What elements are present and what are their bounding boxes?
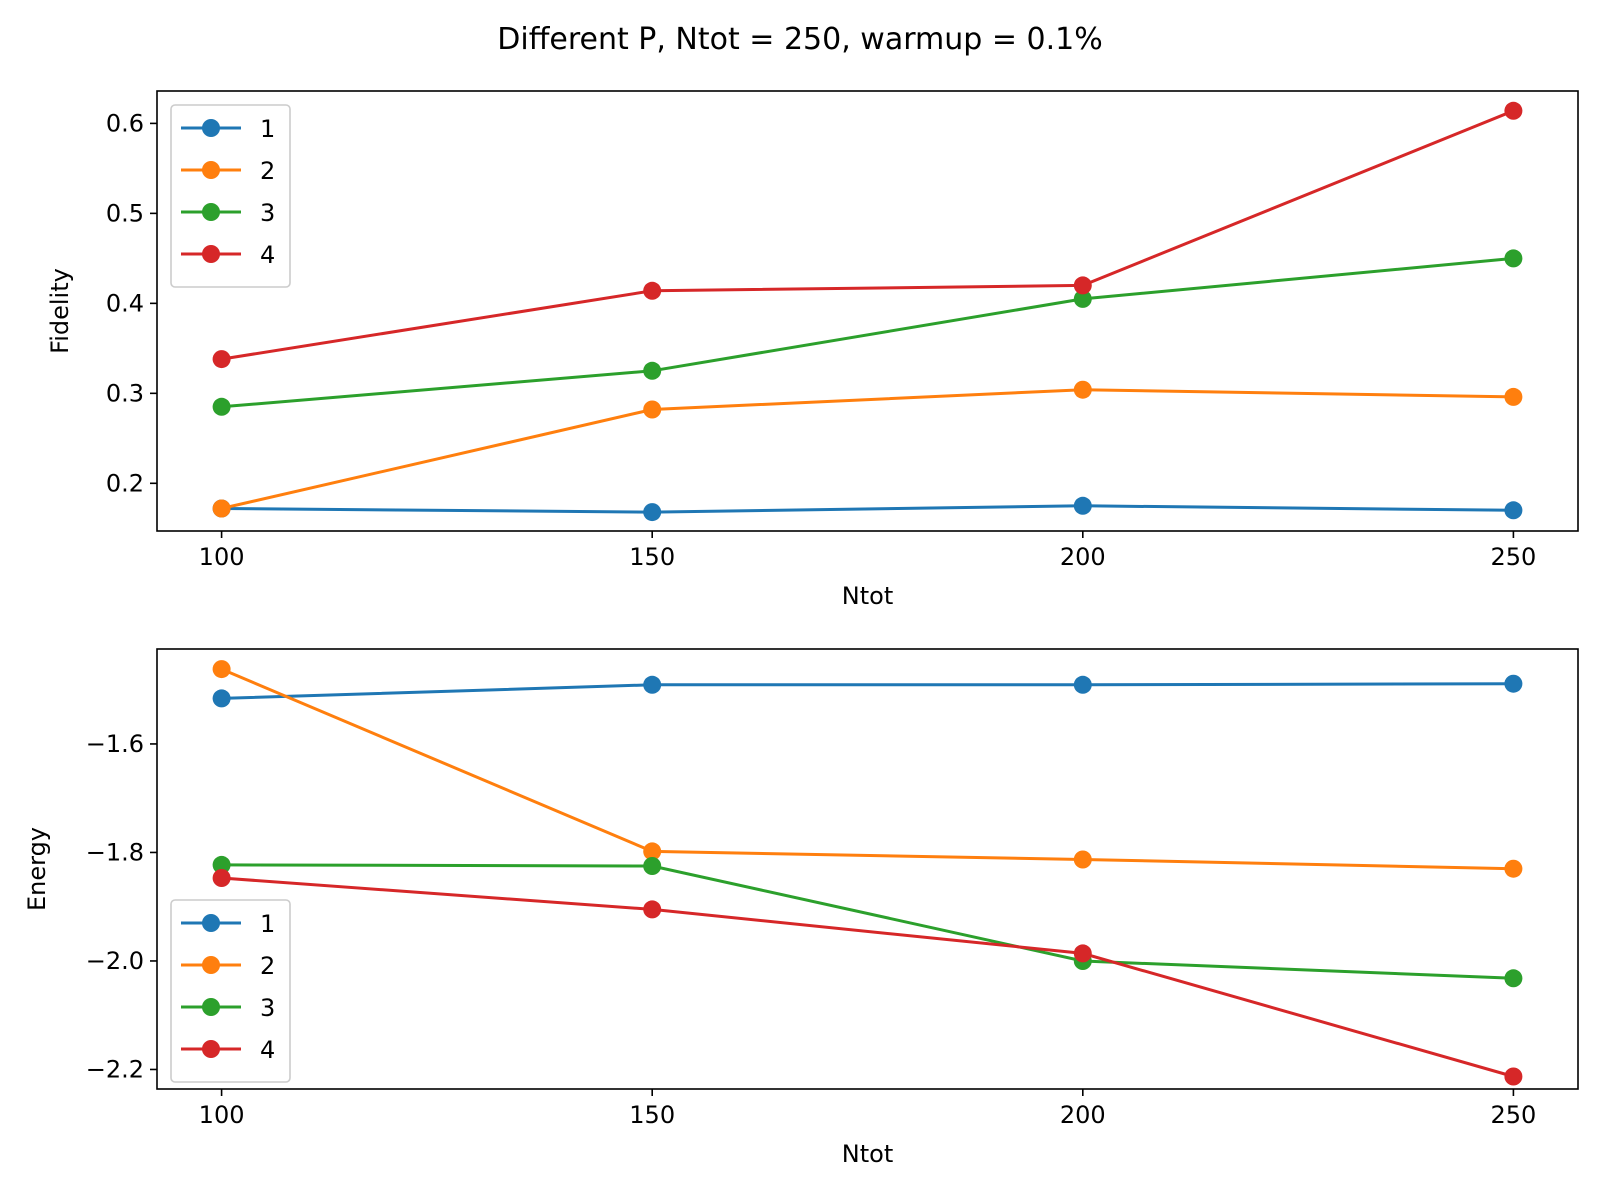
x-tick-label: 200 [1060,1101,1106,1129]
series-1-line [221,504,1514,514]
series-2-point [643,842,662,861]
x-tick-label: 100 [199,1101,245,1129]
legend-marker-4 [202,245,220,263]
legend-marker-1 [202,914,220,932]
legend: 1 2 3 4 [170,104,291,288]
figure-title: Different P, Ntot = 250, warmup = 0.1% [497,22,1102,57]
series-1-point [1504,674,1523,693]
series-1-point [1073,675,1092,694]
x-tick-label: 150 [629,543,675,571]
series-4-point [1073,944,1092,963]
series-3-point [643,361,662,380]
x-tick-label: 250 [1491,543,1537,571]
x-axis-label: Ntot [842,1140,893,1168]
series-2-point [212,499,231,518]
series-4-point [643,281,662,300]
series-2-line [221,388,1514,510]
series-1-point [212,689,231,708]
series-1-point [643,503,662,522]
y-axis-label: Fidelity [46,268,74,354]
series-3-point [643,857,662,875]
legend-label-2: 2 [260,952,275,980]
x-tick-label: 200 [1060,543,1106,571]
legend-label-3: 3 [260,994,275,1022]
legend-frame [170,899,291,1083]
y-tick-label: 0.4 [106,289,144,317]
y-tick-label: 0.3 [106,379,144,407]
series-4-point [212,350,231,369]
legend-marker-2 [202,161,220,179]
legend-frame [170,104,291,288]
y-tick-label: −1.6 [86,730,144,758]
series-2-point [1504,387,1523,406]
legend-label-1: 1 [260,910,275,938]
legend-label-4: 4 [260,241,275,269]
x-tick-label: 250 [1491,1101,1537,1129]
x-axis-label: Ntot [842,582,893,610]
series-2-point [212,660,231,679]
series-4-line [221,109,1514,361]
series-2-point [1073,380,1092,399]
legend-label-1: 1 [260,115,275,143]
series-4-point [1504,101,1523,120]
series-2-line [221,667,1514,871]
y-tick-label: 0.5 [106,199,144,227]
legend-marker-2 [202,956,220,974]
legend-label-2: 2 [260,157,275,185]
legend-label-4: 4 [260,1036,275,1064]
x-tick-label: 100 [199,543,245,571]
series-3-point [212,855,231,874]
y-tick-label: 0.2 [106,469,144,497]
series-1-line [221,682,1514,700]
series-4-line [221,876,1514,1078]
series-4-point [212,869,231,887]
series-3-point [1504,969,1523,988]
series-2-point [1073,850,1092,869]
legend-marker-1 [202,119,220,137]
legend: 1 2 3 4 [170,899,291,1083]
series-2-point [643,400,662,419]
series-3-line [221,863,1514,980]
axes-frame [156,90,1579,532]
y-tick-label: −2.0 [86,947,144,975]
legend-marker-3 [202,998,220,1016]
series-3-point [1504,249,1523,268]
series-3-line [221,256,1514,409]
legend-label-3: 3 [260,199,275,227]
y-axis-label: Energy [23,827,51,911]
series-1-point [643,675,662,694]
series-4-point [643,900,662,919]
series-1-point [1073,496,1092,515]
series-1-point [1504,501,1523,520]
legend-marker-3 [202,203,220,221]
y-tick-label: −1.8 [86,838,144,866]
series-3-point [1073,289,1092,308]
y-tick-label: −2.2 [86,1055,144,1083]
y-tick-label: 0.6 [106,109,144,137]
series-4-point [1504,1067,1523,1086]
series-4-point [1073,276,1092,295]
axes-frame [156,648,1579,1090]
series-3-point [212,397,231,416]
legend-marker-4 [202,1040,220,1058]
series-2-point [1504,859,1523,878]
x-tick-label: 150 [629,1101,675,1129]
energy-subplot: 100 150 200 250 −1.6 −1.8 −2.0 −2.2 Ntot Energy 1 2… [23,648,1579,1168]
fidelity-subplot: 100 150 200 250 0.2 0.3 0.4 0.5 0.6 Ntot Fidelity 1… [46,90,1579,610]
